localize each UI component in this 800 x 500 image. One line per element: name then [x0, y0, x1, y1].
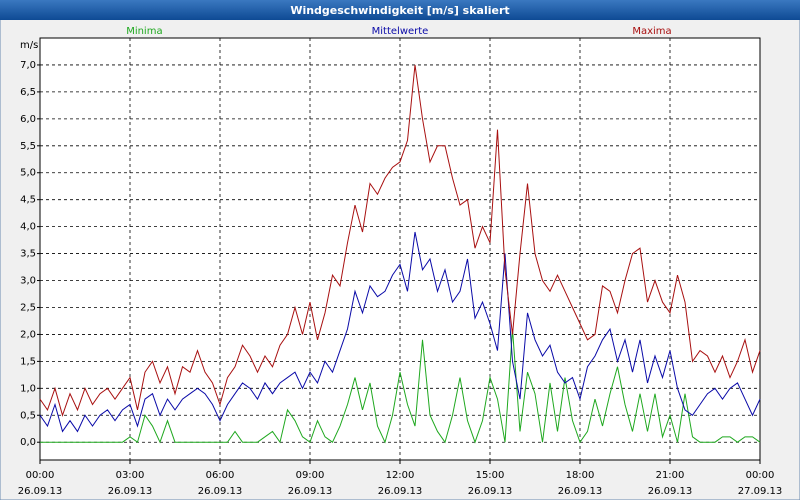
x-tick-label: 00:00: [746, 470, 775, 481]
y-tick-label: 6,5: [20, 87, 36, 98]
y-tick-label: 4,0: [20, 222, 36, 233]
x-tick-date: 26.09.13: [108, 486, 153, 497]
y-tick-label: 6,0: [20, 114, 36, 125]
x-tick-label: 00:00: [26, 470, 55, 481]
y-unit: m/s: [20, 40, 38, 51]
x-tick-date: 26.09.13: [198, 486, 243, 497]
legend-label: Minima: [126, 26, 162, 37]
y-tick-label: 3,5: [20, 249, 36, 260]
chart-title: Windgeschwindigkeit [m/s] skaliert: [290, 4, 509, 17]
x-tick-label: 06:00: [206, 470, 235, 481]
x-tick-label: 15:00: [476, 470, 505, 481]
y-tick-label: 0,0: [20, 437, 36, 448]
x-tick-label: 03:00: [116, 470, 145, 481]
x-tick-label: 12:00: [386, 470, 415, 481]
x-tick-date: 26.09.13: [648, 486, 693, 497]
x-tick-label: 21:00: [656, 470, 685, 481]
y-tick-label: 5,5: [20, 141, 36, 152]
y-tick-label: 7,0: [20, 60, 36, 71]
series-line: [39, 64, 761, 417]
legend-label: Mittelwerte: [372, 26, 429, 37]
legend-label: Maxima: [632, 26, 671, 37]
y-tick-label: 0,5: [20, 410, 36, 421]
x-tick-date: 26.09.13: [18, 486, 63, 497]
y-tick-label: 4,5: [20, 195, 36, 206]
series-line: [40, 328, 761, 444]
y-tick-label: 5,0: [20, 168, 36, 179]
x-tick-date: 26.09.13: [288, 486, 333, 497]
y-tick-label: 2,0: [20, 329, 36, 340]
x-tick-date: 26.09.13: [468, 486, 513, 497]
x-tick-date: 26.09.13: [558, 486, 603, 497]
series-line: [39, 231, 761, 433]
x-tick-label: 18:00: [566, 470, 595, 481]
x-tick-date: 26.09.13: [378, 486, 423, 497]
title-bar: [0, 0, 800, 20]
x-tick-label: 09:00: [296, 470, 325, 481]
y-tick-label: 1,5: [20, 356, 36, 367]
y-tick-label: 1,0: [20, 383, 36, 394]
y-tick-label: 2,5: [20, 302, 36, 313]
x-tick-date: 27.09.13: [738, 486, 783, 497]
y-tick-label: 3,0: [20, 276, 36, 287]
